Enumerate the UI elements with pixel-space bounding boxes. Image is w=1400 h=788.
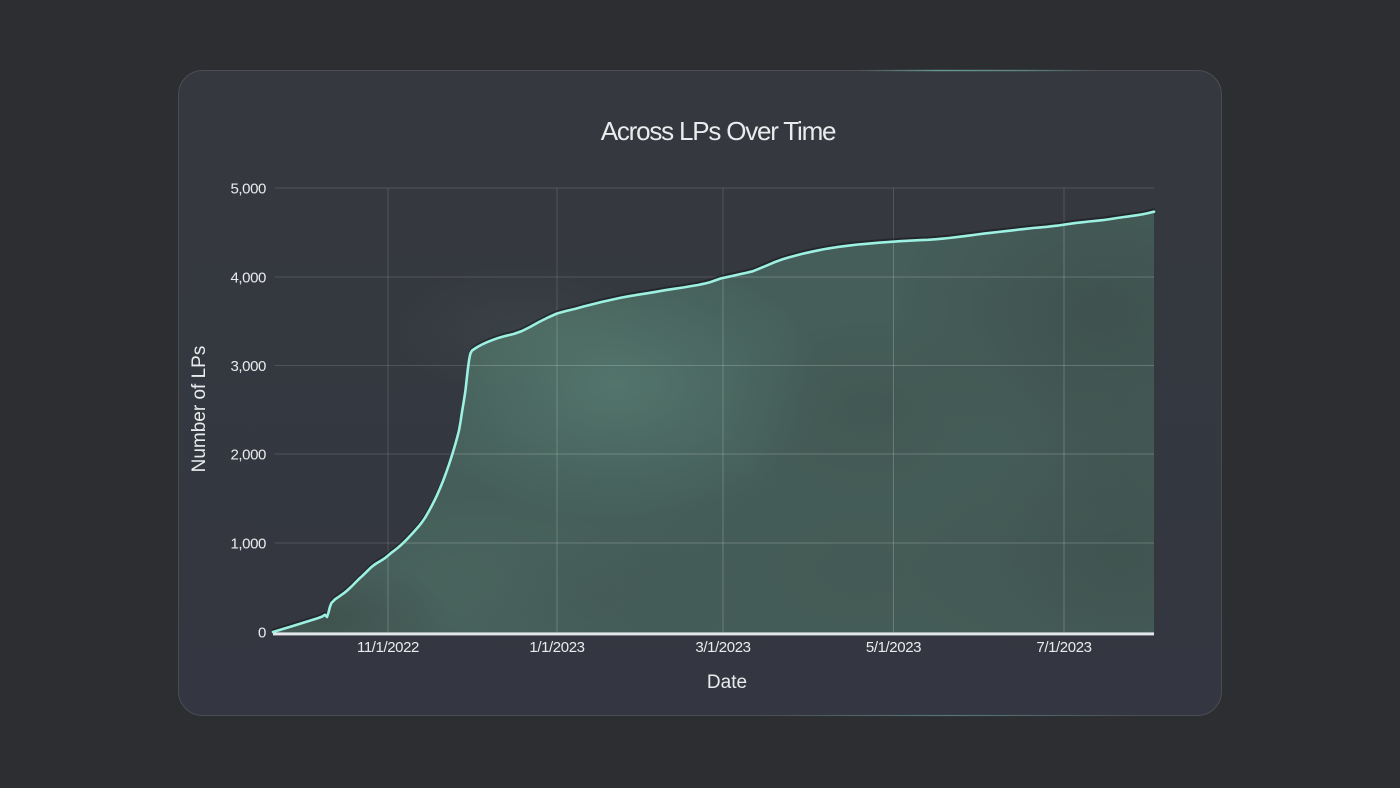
svg-text:5,000: 5,000 [230, 180, 266, 197]
svg-text:11/1/2022: 11/1/2022 [357, 639, 419, 656]
svg-text:5/1/2023: 5/1/2023 [866, 639, 921, 656]
svg-text:Number of LPs: Number of LPs [189, 346, 210, 473]
svg-text:1,000: 1,000 [230, 535, 266, 552]
svg-text:4,000: 4,000 [230, 269, 266, 286]
svg-text:Across LPs Over Time: Across LPs Over Time [601, 116, 836, 146]
svg-text:1/1/2023: 1/1/2023 [529, 639, 584, 656]
svg-text:Date: Date [707, 672, 747, 693]
svg-text:3,000: 3,000 [230, 358, 266, 375]
svg-text:3/1/2023: 3/1/2023 [695, 639, 750, 656]
svg-text:7/1/2023: 7/1/2023 [1036, 639, 1091, 656]
svg-text:2,000: 2,000 [230, 446, 266, 463]
svg-text:0: 0 [258, 624, 266, 641]
